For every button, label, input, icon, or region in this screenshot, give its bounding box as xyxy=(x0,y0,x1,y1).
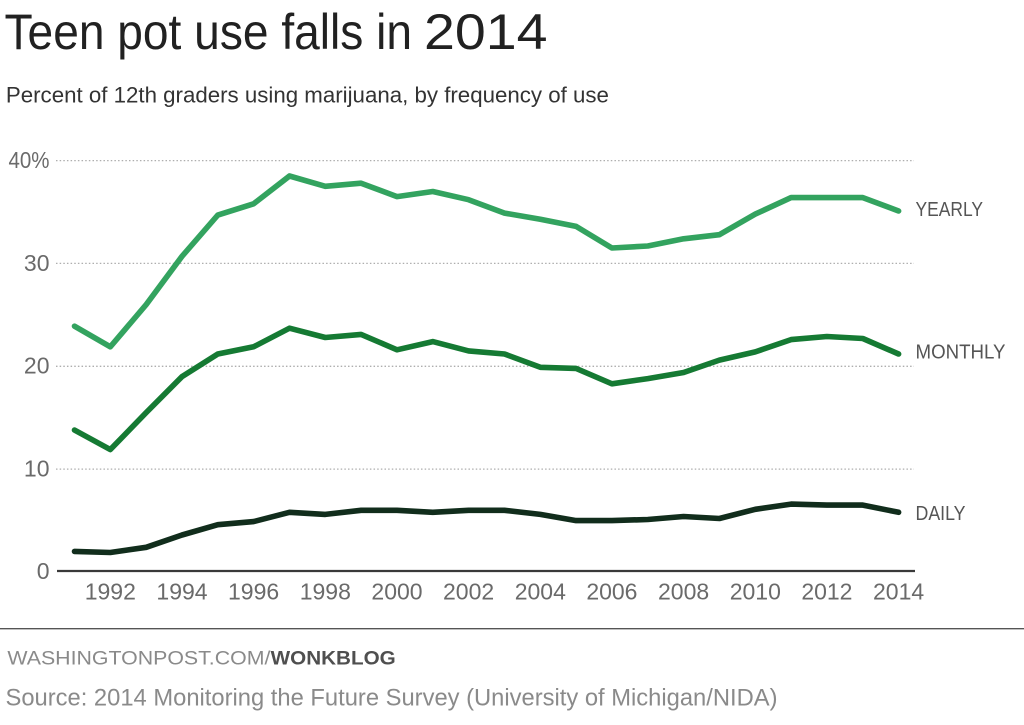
svg-text:1994: 1994 xyxy=(156,579,207,605)
svg-text:2014: 2014 xyxy=(424,4,548,60)
svg-text:2014: 2014 xyxy=(873,579,924,605)
svg-text:2000: 2000 xyxy=(371,579,422,605)
svg-text:YEARLY: YEARLY xyxy=(916,199,984,221)
svg-text:2004: 2004 xyxy=(515,579,566,605)
svg-text:2012: 2012 xyxy=(801,579,852,605)
svg-text:40%: 40% xyxy=(9,147,50,173)
svg-text:Source: 2014 Monitoring the Fu: Source: 2014 Monitoring the Future Surve… xyxy=(6,684,778,711)
svg-text:2006: 2006 xyxy=(586,579,637,605)
svg-text:2002: 2002 xyxy=(443,579,494,605)
svg-text:2008: 2008 xyxy=(658,579,709,605)
svg-text:20: 20 xyxy=(24,353,50,379)
svg-text:DAILY: DAILY xyxy=(916,503,966,525)
svg-text:MONTHLY: MONTHLY xyxy=(916,342,1006,364)
svg-text:Teen pot use falls in: Teen pot use falls in xyxy=(5,4,413,60)
svg-text:2010: 2010 xyxy=(730,579,781,605)
svg-text:0: 0 xyxy=(37,558,50,584)
svg-text:WASHINGTONPOST.COM/: WASHINGTONPOST.COM/ xyxy=(7,648,271,670)
svg-text:Percent of 12th graders using: Percent of 12th graders using marijuana,… xyxy=(6,83,609,108)
svg-text:30: 30 xyxy=(24,250,50,276)
svg-text:1998: 1998 xyxy=(300,579,351,605)
svg-text:WONKBLOG: WONKBLOG xyxy=(271,648,396,670)
svg-text:1992: 1992 xyxy=(85,579,136,605)
svg-text:1996: 1996 xyxy=(228,579,279,605)
svg-text:10: 10 xyxy=(24,456,50,482)
